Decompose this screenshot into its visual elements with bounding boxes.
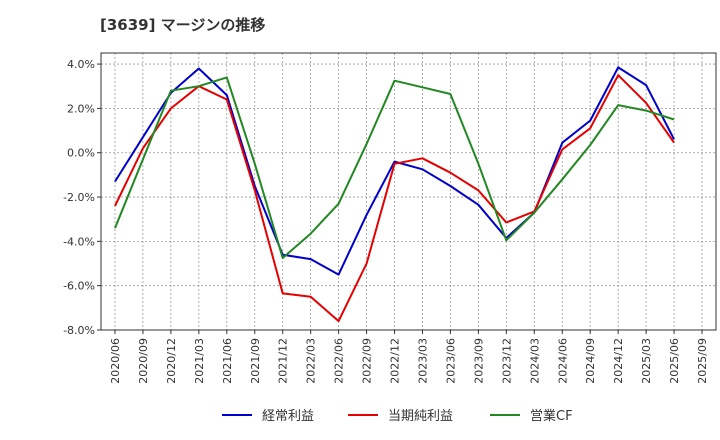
grid <box>101 53 716 331</box>
x-tick-label: 2020/09 <box>137 338 150 384</box>
plot-area-frame <box>100 52 717 331</box>
y-tick-label: -6.0% <box>63 280 95 293</box>
y-tick-label: 4.0% <box>67 58 95 71</box>
series-line <box>114 76 675 259</box>
x-tick-label: 2025/09 <box>696 338 709 384</box>
x-tick-label: 2022/12 <box>389 338 402 384</box>
legend: 経常利益 当期純利益 営業CF <box>222 408 573 424</box>
x-tick-label: 2024/03 <box>528 338 541 384</box>
series-lines <box>114 66 675 323</box>
x-tick-label: 2021/06 <box>221 338 234 384</box>
x-tick-label: 2021/03 <box>193 338 206 384</box>
x-axis-ticks: 2020/06 2020/09 2020/12 2021/03 2021/06 2021/… <box>109 330 709 384</box>
y-tick-label: -4.0% <box>63 235 95 248</box>
x-tick-label: 2021/09 <box>249 338 262 384</box>
x-tick-label: 2021/12 <box>277 338 290 384</box>
y-tick-label: -8.0% <box>63 324 95 337</box>
x-tick-label: 2025/03 <box>640 338 653 384</box>
x-tick-label: 2020/06 <box>109 338 122 384</box>
x-tick-label: 2020/12 <box>165 338 178 384</box>
x-tick-label: 2024/12 <box>612 338 625 384</box>
legend-label: 当期純利益 <box>388 409 453 424</box>
legend-label: 経常利益 <box>262 409 314 424</box>
y-tick-label: 0.0% <box>67 147 95 160</box>
y-tick-label: 2.0% <box>67 102 95 115</box>
series-line <box>114 66 675 276</box>
legend-label: 営業CF <box>530 408 573 424</box>
x-tick-label: 2023/06 <box>444 338 457 384</box>
x-tick-label: 2022/06 <box>333 338 346 384</box>
x-tick-label: 2022/03 <box>305 338 318 384</box>
series-line <box>114 74 675 323</box>
x-tick-label: 2025/06 <box>668 338 681 384</box>
x-tick-label: 2024/09 <box>584 338 597 384</box>
x-tick-label: 2023/09 <box>472 338 485 384</box>
x-tick-label: 2024/06 <box>556 338 569 384</box>
y-axis-ticks: 4.0% 2.0% 0.0% -2.0% -4.0% -6.0% -8.0% <box>63 58 101 337</box>
x-tick-label: 2023/03 <box>416 338 429 384</box>
y-tick-label: -2.0% <box>63 191 95 204</box>
chart-title: [3639] マージンの推移 <box>100 16 266 34</box>
x-tick-label: 2022/09 <box>361 338 374 384</box>
x-tick-label: 2023/12 <box>500 338 513 384</box>
